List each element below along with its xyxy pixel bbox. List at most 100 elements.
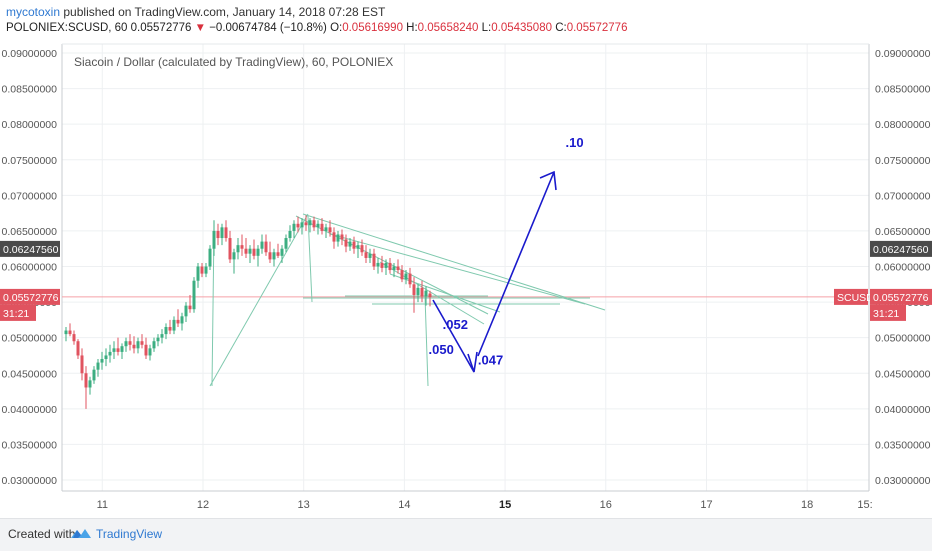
arrow-up-line[interactable] bbox=[477, 171, 555, 357]
candle[interactable] bbox=[288, 225, 292, 242]
candle[interactable] bbox=[108, 344, 112, 363]
candle[interactable] bbox=[208, 245, 212, 271]
candle[interactable] bbox=[312, 216, 316, 231]
candle[interactable] bbox=[392, 262, 396, 278]
price-annotation[interactable]: .047 bbox=[478, 353, 503, 368]
candle[interactable] bbox=[368, 248, 372, 263]
candle[interactable] bbox=[104, 348, 108, 367]
candle[interactable] bbox=[124, 337, 128, 352]
candle[interactable] bbox=[192, 277, 196, 313]
candle[interactable] bbox=[248, 245, 252, 263]
left-price-axis[interactable]: 0.03000000 0.03500000 0.04000000 0.04500000… bbox=[2, 48, 58, 487]
candlestick-series[interactable] bbox=[64, 215, 432, 409]
candle[interactable] bbox=[380, 255, 384, 273]
candle[interactable] bbox=[304, 215, 308, 231]
candle[interactable] bbox=[204, 262, 208, 278]
candle[interactable] bbox=[232, 248, 236, 274]
candle[interactable] bbox=[148, 344, 152, 361]
candle[interactable] bbox=[416, 284, 420, 303]
candle[interactable] bbox=[128, 334, 132, 351]
drawn-arrows[interactable] bbox=[432, 170, 557, 373]
candle[interactable] bbox=[144, 337, 148, 360]
price-annotation[interactable]: .10 bbox=[566, 135, 584, 150]
candle[interactable] bbox=[216, 223, 220, 246]
candle[interactable] bbox=[200, 262, 204, 278]
candle[interactable] bbox=[236, 238, 240, 260]
candle[interactable] bbox=[376, 257, 380, 274]
candle[interactable] bbox=[100, 351, 104, 370]
candle[interactable] bbox=[344, 234, 348, 253]
candle[interactable] bbox=[160, 329, 164, 344]
trendline[interactable] bbox=[307, 215, 313, 303]
candle[interactable] bbox=[324, 223, 328, 239]
candle[interactable] bbox=[408, 267, 412, 288]
price-chart[interactable]: 0.03000000 0.03500000 0.04000000 0.04500000… bbox=[0, 42, 932, 518]
candle[interactable] bbox=[292, 220, 296, 239]
candle[interactable] bbox=[420, 280, 424, 303]
candle[interactable] bbox=[424, 286, 428, 306]
trendlines[interactable] bbox=[209, 213, 606, 387]
candle[interactable] bbox=[240, 234, 244, 256]
candle[interactable] bbox=[136, 337, 140, 354]
candle[interactable] bbox=[84, 366, 88, 409]
tradingview-brand[interactable]: TradingView bbox=[96, 527, 163, 541]
candle[interactable] bbox=[256, 245, 260, 267]
candle[interactable] bbox=[340, 229, 344, 246]
trendline[interactable] bbox=[209, 213, 309, 387]
candle[interactable] bbox=[260, 234, 264, 254]
candle[interactable] bbox=[348, 238, 352, 251]
candle[interactable] bbox=[264, 234, 268, 256]
candle[interactable] bbox=[120, 343, 124, 360]
candle[interactable] bbox=[156, 334, 160, 347]
candle[interactable] bbox=[80, 348, 84, 381]
candle[interactable] bbox=[92, 366, 96, 384]
candle[interactable] bbox=[188, 294, 192, 313]
candle[interactable] bbox=[428, 290, 432, 307]
candle[interactable] bbox=[168, 319, 172, 335]
annotations[interactable]: .052 .050 .047 .10 bbox=[429, 135, 584, 368]
candle[interactable] bbox=[280, 245, 284, 263]
candle[interactable] bbox=[268, 241, 272, 263]
candle[interactable] bbox=[316, 220, 320, 235]
candle[interactable] bbox=[400, 265, 404, 283]
candle[interactable] bbox=[336, 230, 340, 247]
candle[interactable] bbox=[88, 376, 92, 395]
candle[interactable] bbox=[180, 312, 184, 331]
candle[interactable] bbox=[272, 248, 276, 267]
arrow-up-head-icon[interactable] bbox=[539, 170, 557, 191]
candle[interactable] bbox=[404, 270, 408, 285]
trendline[interactable] bbox=[329, 233, 586, 305]
candle[interactable] bbox=[252, 239, 256, 260]
candle[interactable] bbox=[296, 216, 300, 233]
trendline[interactable] bbox=[389, 273, 501, 313]
candle[interactable] bbox=[116, 337, 120, 356]
price-annotation[interactable]: .050 bbox=[429, 342, 454, 357]
candle[interactable] bbox=[224, 220, 228, 242]
candle[interactable] bbox=[112, 341, 116, 360]
candle[interactable] bbox=[184, 302, 188, 323]
trendline[interactable] bbox=[424, 295, 429, 387]
candle[interactable] bbox=[308, 218, 312, 233]
candle[interactable] bbox=[364, 245, 368, 263]
candle[interactable] bbox=[244, 238, 248, 258]
arrow-down-line[interactable] bbox=[432, 299, 475, 373]
candle[interactable] bbox=[172, 316, 176, 335]
candle[interactable] bbox=[300, 218, 304, 235]
candle[interactable] bbox=[328, 220, 332, 237]
candle[interactable] bbox=[72, 330, 76, 345]
candle[interactable] bbox=[332, 227, 336, 249]
candle[interactable] bbox=[352, 236, 356, 254]
tradingview-logo-icon[interactable] bbox=[70, 526, 92, 542]
candle[interactable] bbox=[212, 220, 216, 256]
candle[interactable] bbox=[228, 230, 232, 263]
candle[interactable] bbox=[64, 326, 68, 342]
candle[interactable] bbox=[284, 234, 288, 253]
candle[interactable] bbox=[276, 243, 280, 258]
author-link[interactable]: mycotoxin bbox=[6, 5, 61, 19]
candle[interactable] bbox=[384, 259, 388, 276]
candle[interactable] bbox=[164, 323, 168, 340]
candle[interactable] bbox=[152, 337, 156, 352]
candle[interactable] bbox=[320, 218, 324, 235]
candle[interactable] bbox=[396, 259, 400, 274]
candle[interactable] bbox=[196, 262, 200, 288]
